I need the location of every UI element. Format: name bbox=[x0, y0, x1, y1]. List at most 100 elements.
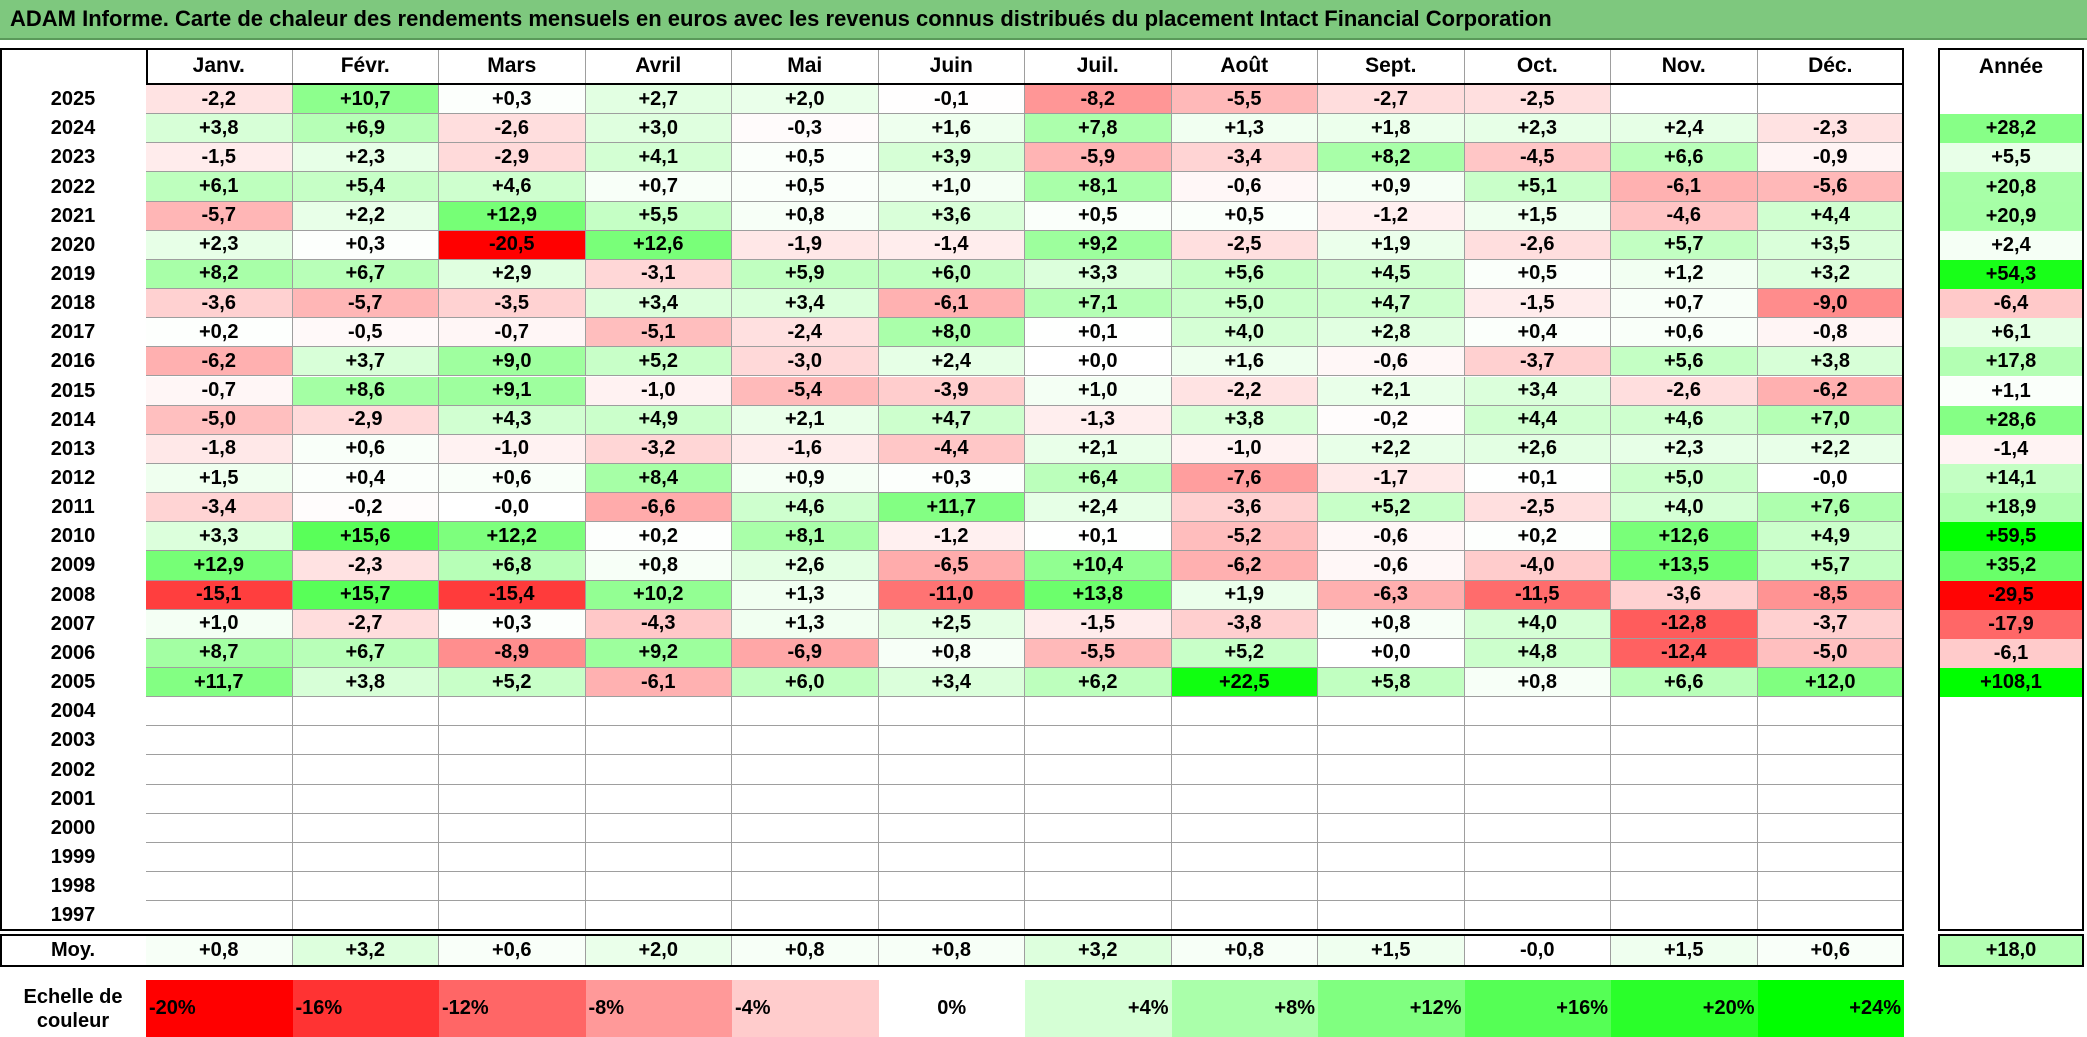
heatmap-cell bbox=[292, 872, 439, 902]
heatmap-cell bbox=[1611, 813, 1758, 843]
heatmap-cell: +1,5 bbox=[1464, 201, 1611, 231]
heatmap-cell: -1,8 bbox=[146, 434, 293, 464]
heatmap-cell: +2,8 bbox=[1318, 318, 1465, 348]
heatmap-cell bbox=[439, 872, 586, 902]
heatmap-cell: +5,5 bbox=[585, 201, 732, 231]
heatmap-cell: +9,2 bbox=[1025, 230, 1172, 260]
heatmap-cell bbox=[732, 901, 879, 931]
heatmap-cell: -5,0 bbox=[146, 405, 293, 435]
heatmap-cell: +8,1 bbox=[1025, 172, 1172, 202]
heatmap-cell: +7,6 bbox=[1757, 493, 1904, 523]
heatmap-cell: -1,2 bbox=[1318, 201, 1465, 231]
heatmap-cell: +2,1 bbox=[1318, 376, 1465, 406]
year-label: 2012 bbox=[50, 467, 96, 489]
annual-cell: +18,9 bbox=[1938, 493, 2084, 523]
heatmap-cell bbox=[1757, 872, 1904, 902]
heatmap-cell: +1,5 bbox=[146, 463, 293, 494]
heatmap-cell: -1,5 bbox=[1464, 289, 1611, 319]
annual-cell: +17,8 bbox=[1938, 347, 2084, 377]
heatmap-cell: +2,3 bbox=[146, 230, 293, 260]
heatmap-cell: +6,0 bbox=[878, 259, 1025, 290]
heatmap-cell bbox=[1757, 901, 1904, 931]
average-cell: +0,6 bbox=[1757, 934, 1904, 967]
color-scale-swatch: +24% bbox=[1757, 980, 1904, 1037]
heatmap-cell bbox=[1611, 842, 1758, 873]
annual-cell: +2,4 bbox=[1938, 230, 2084, 260]
year-label: 2011 bbox=[51, 496, 95, 519]
heatmap-cell bbox=[292, 842, 439, 873]
heatmap-cell: -6,6 bbox=[585, 493, 732, 523]
heatmap-cell: +8,6 bbox=[292, 376, 439, 406]
color-scale-label: Echelle de couleur bbox=[0, 980, 146, 1037]
heatmap-cell: +2,5 bbox=[878, 609, 1025, 639]
heatmap-cell bbox=[1025, 697, 1172, 727]
heatmap-cell: +5,8 bbox=[1318, 668, 1465, 698]
heatmap-cell: +0,8 bbox=[878, 638, 1025, 668]
heatmap-cell: +5,2 bbox=[439, 668, 586, 698]
annual-header: Année bbox=[1978, 54, 2044, 78]
heatmap-cell: +8,4 bbox=[585, 463, 732, 494]
heatmap-cell: +4,0 bbox=[1611, 493, 1758, 523]
heatmap-cell bbox=[439, 842, 586, 873]
heatmap-cell: -3,9 bbox=[878, 376, 1025, 406]
heatmap-cell bbox=[1464, 842, 1611, 873]
heatmap-cell bbox=[1611, 901, 1758, 931]
heatmap-cell: -5,6 bbox=[1757, 172, 1904, 202]
heatmap-cell: -6,3 bbox=[1318, 580, 1465, 610]
heatmap-cell bbox=[1757, 755, 1904, 785]
heatmap-cell bbox=[878, 697, 1025, 727]
heatmap-cell: +8,0 bbox=[878, 318, 1025, 348]
heatmap-cell: +10,4 bbox=[1025, 551, 1172, 581]
heatmap-cell: +3,4 bbox=[732, 289, 879, 319]
color-scale-swatch: -4% bbox=[732, 980, 879, 1037]
heatmap-cell: +0,6 bbox=[292, 434, 439, 464]
heatmap-cell: -1,5 bbox=[146, 143, 293, 173]
heatmap-cell: +10,7 bbox=[292, 85, 439, 115]
heatmap-cell bbox=[1464, 872, 1611, 902]
heatmap-cell: +5,2 bbox=[1318, 493, 1465, 523]
heatmap-cell: -2,6 bbox=[1464, 230, 1611, 260]
heatmap-cell: +13,8 bbox=[1025, 580, 1172, 610]
heatmap-cell: -8,5 bbox=[1757, 580, 1904, 610]
heatmap-cell: +4,6 bbox=[439, 172, 586, 202]
color-scale-swatch: +8% bbox=[1171, 980, 1318, 1037]
year-label: 2018 bbox=[50, 292, 96, 315]
heatmap-cell: -3,1 bbox=[585, 259, 732, 290]
heatmap-cell: -3,4 bbox=[146, 493, 293, 523]
heatmap-cell: -4,5 bbox=[1464, 143, 1611, 173]
year-label: 2016 bbox=[50, 350, 96, 373]
heatmap-cell bbox=[1464, 697, 1611, 727]
month-header: Avril bbox=[585, 48, 732, 85]
month-header: Nov. bbox=[1611, 48, 1758, 85]
heatmap-cell bbox=[878, 813, 1025, 843]
heatmap-cell bbox=[1464, 901, 1611, 931]
heatmap-cell: +3,4 bbox=[585, 289, 732, 319]
heatmap-cell: +0,6 bbox=[1611, 318, 1758, 348]
heatmap-cell: +1,3 bbox=[1171, 114, 1318, 144]
heatmap-cell: -2,3 bbox=[1757, 114, 1904, 144]
heatmap-cell: -0,5 bbox=[292, 318, 439, 348]
heatmap-cell: +0,7 bbox=[585, 172, 732, 202]
heatmap-cell bbox=[1171, 872, 1318, 902]
year-label: 2010 bbox=[50, 525, 96, 548]
heatmap-cell: -6,1 bbox=[585, 668, 732, 698]
heatmap-cell: -0,6 bbox=[1318, 522, 1465, 552]
heatmap-cell: +12,6 bbox=[1611, 522, 1758, 552]
heatmap-cell: +2,3 bbox=[292, 143, 439, 173]
heatmap-cell bbox=[585, 697, 732, 727]
annual-cell bbox=[1938, 872, 2084, 902]
year-label: 2025 bbox=[50, 88, 96, 111]
heatmap-cell: -2,7 bbox=[1318, 85, 1465, 115]
heatmap-cell: +6,8 bbox=[439, 551, 586, 581]
heatmap-cell: +8,1 bbox=[732, 522, 879, 552]
heatmap-cell: +1,0 bbox=[146, 609, 293, 639]
heatmap-cell: -3,7 bbox=[1464, 347, 1611, 377]
heatmap-cell bbox=[732, 842, 879, 873]
heatmap-cell bbox=[1025, 842, 1172, 873]
heatmap-cell: +5,4 bbox=[292, 172, 439, 202]
heatmap-cell: -11,5 bbox=[1464, 580, 1611, 610]
heatmap-cell: +4,6 bbox=[1611, 405, 1758, 435]
heatmap-cell: +8,2 bbox=[146, 259, 293, 290]
heatmap-cell: +4,8 bbox=[1464, 638, 1611, 668]
year-label: 2024 bbox=[50, 117, 96, 140]
